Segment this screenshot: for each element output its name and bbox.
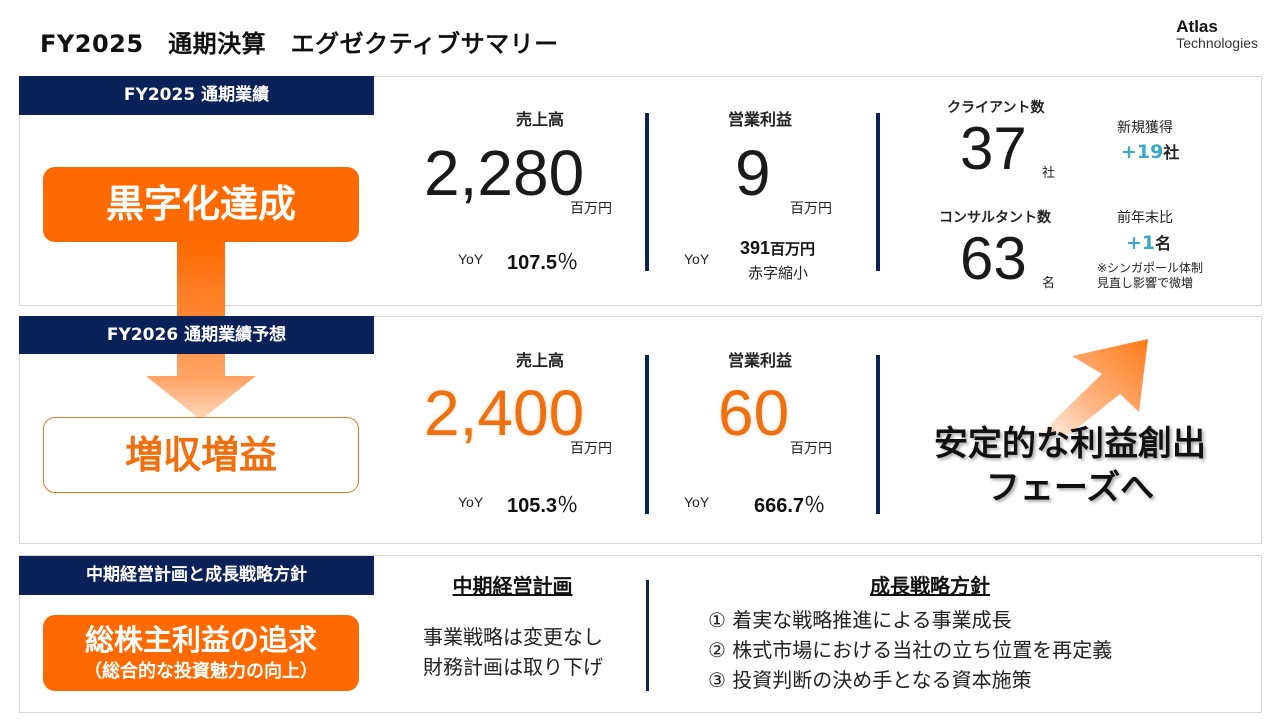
shareholder-return-badge: 総株主利益の追求 （総合的な投資魅力の向上）: [43, 615, 359, 691]
fy2026-section-header: FY2026 通期業績予想: [19, 316, 374, 354]
clients-delta-label: 新規獲得: [1117, 120, 1173, 136]
note-line: 見直し影響で微増: [1097, 276, 1194, 290]
profitability-badge: 黒字化達成: [43, 167, 359, 242]
fy2025-op-label-wrap: 営業利益: [660, 106, 860, 130]
fy2026-revenue-unit: 百万円: [570, 441, 612, 457]
fy2026-op-label: 営業利益: [727, 351, 792, 370]
midterm-line: 事業戦略は変更なし: [423, 625, 603, 649]
midterm-plan-heading: 中期経営計画: [452, 574, 573, 598]
consultants-delta-label: 前年末比: [1117, 210, 1173, 226]
percent-sign: ％: [557, 494, 579, 517]
metric-divider: [876, 113, 880, 271]
fy2026-op-label-wrap: 営業利益: [660, 347, 860, 371]
consultants-value: 63: [960, 225, 1027, 292]
delta-number: +1: [1126, 232, 1156, 254]
metric-divider: [645, 113, 649, 271]
midterm-plan-text: 事業戦略は変更なし 財務計画は取り下げ: [398, 622, 628, 682]
clients-label: クライアント数: [947, 100, 1045, 116]
growth-strategy-heading: 成長戦略方針: [870, 574, 990, 598]
company-logo: Atlas Technologies: [1176, 18, 1258, 51]
delta-number: +19: [1121, 141, 1164, 163]
badge-sub-text: （総合的な投資魅力の向上）: [84, 661, 318, 682]
logo-name: Atlas: [1176, 17, 1218, 36]
fy2026-op-yoy-label: YoY: [684, 494, 710, 510]
fy2026-revenue-yoy-label: YoY: [458, 494, 484, 510]
fy2026-revenue-yoy: 105.3％: [507, 489, 578, 519]
fy2025-op-unit: 百万円: [790, 201, 832, 217]
down-arrow-icon: [146, 376, 256, 420]
consultants-note: ※シンガポール体制 見直し影響で微増: [1097, 261, 1203, 291]
fy2025-section-header: FY2025 通期業績: [19, 76, 374, 115]
fy2025-op-value: 9: [735, 137, 771, 209]
fy2026-revenue-label-wrap: 売上高: [440, 347, 640, 371]
fy2025-revenue-unit: 百万円: [570, 201, 612, 217]
delta-unit: 社: [1163, 143, 1180, 162]
note-line: ※シンガポール体制: [1097, 261, 1204, 275]
consultants-label: コンサルタント数: [939, 210, 1051, 226]
slogan-line: 安定的な利益創出: [934, 424, 1206, 464]
growth-strategy-list: ① 着実な戦略推進による事業成長 ② 株式市場における当社の立ち位置を再定義 ③…: [708, 605, 1112, 695]
fy2025-revenue-yoy-label: YoY: [458, 251, 484, 267]
fy2026-op-value: 60: [718, 377, 790, 449]
fy2025-revenue-value: 2,280: [424, 137, 585, 209]
trend-up-arrow-icon: [1040, 339, 1148, 434]
delta-unit: 名: [1155, 234, 1172, 253]
phase-slogan: 安定的な利益創出 フェーズへ: [915, 422, 1225, 510]
slogan-line: フェーズへ: [985, 468, 1155, 508]
yoy-unit: 百万円: [770, 241, 816, 258]
clients-value: 37: [960, 115, 1027, 182]
metric-divider: [876, 355, 880, 514]
fy2025-revenue-label: 売上高: [515, 110, 564, 129]
yoy-number: 666.7: [754, 495, 805, 517]
page-title: FY2025 通期決算 エグゼクティブサマリー: [40, 30, 559, 58]
clients-unit: 社: [1042, 166, 1056, 181]
metric-divider: [645, 355, 649, 514]
fy2025-revenue-label-wrap: 売上高: [440, 106, 640, 130]
fy2026-op-yoy: 666.7％: [754, 489, 825, 519]
fy2025-op-label: 営業利益: [727, 110, 792, 129]
percent-sign: ％: [557, 251, 579, 274]
badge-main-text: 総株主利益の追求: [84, 623, 317, 657]
fy2025-revenue-yoy: 107.5％: [507, 246, 578, 276]
growth-strategy-item: ③ 投資判断の決め手となる資本施策: [708, 668, 1032, 692]
percent-sign: ％: [804, 494, 826, 517]
yoy-number: 105.3: [507, 495, 558, 517]
strategy-section-header: 中期経営計画と成長戦略方針: [19, 556, 374, 595]
logo-subname: Technologies: [1176, 34, 1258, 51]
clients-delta: +19社: [1121, 139, 1179, 163]
fy2025-op-yoy-label: YoY: [684, 251, 710, 267]
consultants-unit: 名: [1042, 276, 1056, 291]
growth-forecast-badge: 増収増益: [43, 417, 359, 493]
fy2026-op-unit: 百万円: [790, 441, 832, 457]
strategy-divider: [646, 580, 649, 691]
consultants-delta: +1名: [1126, 230, 1171, 254]
fy2025-op-yoy-note: 赤字縮小: [748, 264, 809, 282]
fy2026-revenue-value: 2,400: [424, 377, 585, 449]
yoy-number: 107.5: [507, 252, 558, 274]
midterm-line: 財務計画は取り下げ: [423, 655, 603, 679]
yoy-number: 391: [740, 238, 771, 258]
fy2026-revenue-label: 売上高: [515, 351, 564, 370]
growth-strategy-item: ② 株式市場における当社の立ち位置を再定義: [708, 638, 1113, 662]
fy2025-op-yoy: 391百万円: [740, 238, 815, 259]
growth-strategy-item: ① 着実な戦略推進による事業成長: [708, 608, 1012, 632]
down-arrow-stem: [177, 242, 225, 378]
